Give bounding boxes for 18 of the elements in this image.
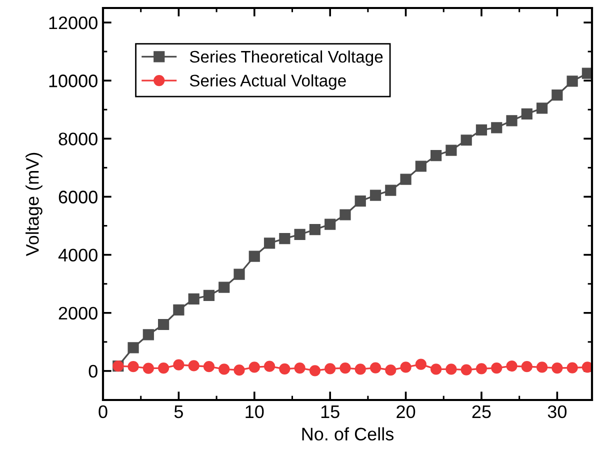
x-tick-label: 15 <box>321 406 340 418</box>
y-tick-label: 2000 <box>58 306 98 320</box>
y-tick-label: 4000 <box>58 248 98 262</box>
x-tick-label: 0 <box>98 405 108 418</box>
y-tick-label: 10000 <box>49 74 98 88</box>
x-tick-label: 25 <box>472 405 491 418</box>
x-tick-label: 5 <box>174 406 183 418</box>
x-tick-label: 20 <box>396 405 416 418</box>
y-tick-label: 8000 <box>58 132 98 146</box>
y-tick-label: 6000 <box>58 190 98 204</box>
y-tick-label: 0 <box>88 364 98 378</box>
y-axis-title: Voltage (mV) <box>26 152 42 256</box>
legend-label: Series Theoretical Voltage <box>190 50 383 66</box>
y-tick-label: 12000 <box>49 16 98 30</box>
x-tick-label: 10 <box>246 405 264 418</box>
x-tick-label: 30 <box>548 405 567 418</box>
legend-label: Series Actual Voltage <box>190 74 346 90</box>
x-axis-title: No. of Cells <box>302 427 394 441</box>
